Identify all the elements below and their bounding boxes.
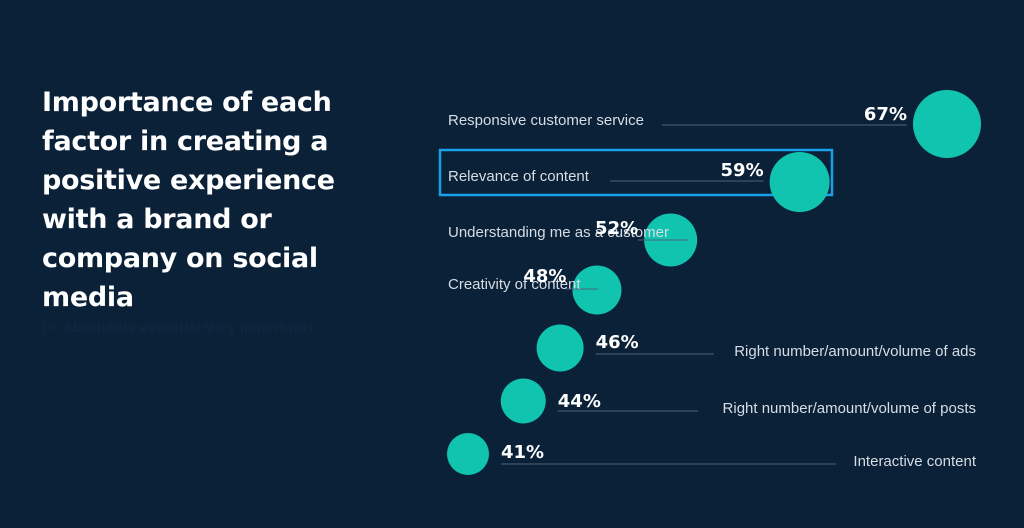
category-label: Creativity of content (448, 276, 581, 293)
value-label: 46% (596, 332, 639, 353)
data-bubble (913, 90, 981, 158)
category-label: Right number/amount/volume of ads (734, 343, 976, 360)
category-label: Understanding me as a customer (448, 224, 669, 241)
data-bubble (500, 378, 546, 424)
value-label: 44% (558, 391, 601, 412)
chart-row: 41% Interactive content (447, 433, 977, 475)
chart-subtitle: (% Absolutely essential/Very important) (42, 321, 313, 335)
chart-row: 46% Right number/amount/volume of ads (536, 324, 976, 372)
chart-row: Relevance of content 59% (448, 152, 830, 212)
chart-title: Importance of each factor in creating a … (42, 87, 335, 313)
highlight-box (438, 148, 834, 197)
category-label: Responsive customer service (448, 112, 644, 129)
data-bubble (536, 324, 584, 372)
value-label: 67% (864, 104, 907, 125)
data-bubble (769, 152, 830, 212)
category-label: Relevance of content (448, 168, 590, 185)
category-label: Right number/amount/volume of posts (723, 400, 976, 417)
value-label: 52% (595, 218, 638, 239)
value-label: 48% (523, 266, 566, 287)
data-bubble (572, 265, 622, 315)
chart-row: 44% Right number/amount/volume of posts (500, 378, 976, 424)
category-label: Interactive content (853, 453, 976, 470)
chart-row: Responsive customer service 67% (448, 90, 981, 158)
value-label: 41% (501, 442, 544, 463)
data-bubble (447, 433, 489, 475)
value-label: 59% (721, 160, 764, 181)
